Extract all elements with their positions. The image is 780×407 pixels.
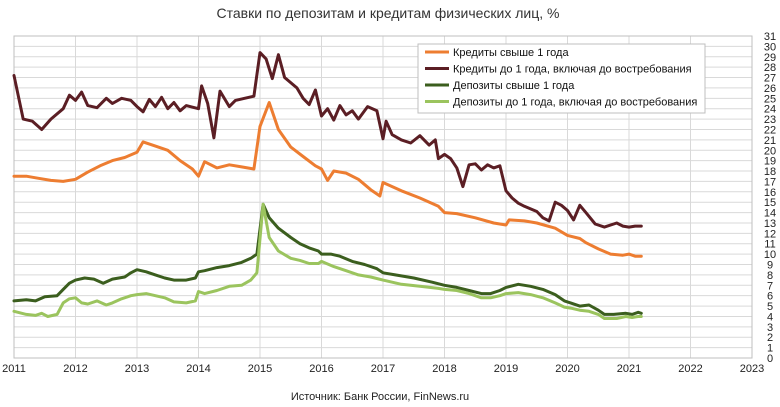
y-tick-label: 7 — [767, 280, 773, 292]
x-tick-label: 2018 — [432, 363, 456, 375]
y-tick-label: 0 — [767, 353, 773, 365]
y-tick-label: 8 — [767, 270, 773, 282]
x-tick-label: 2013 — [125, 363, 149, 375]
y-tick-label: 16 — [764, 187, 776, 199]
chart-title: Ставки по депозитам и кредитам физически… — [216, 5, 559, 21]
y-tick-label: 10 — [764, 249, 776, 261]
y-tick-label: 31 — [764, 31, 776, 43]
y-tick-label: 21 — [764, 135, 776, 147]
y-tick-label: 2 — [767, 332, 773, 344]
x-tick-label: 2022 — [678, 363, 702, 375]
y-tick-label: 5 — [767, 301, 773, 313]
y-tick-label: 17 — [764, 176, 776, 188]
y-tick-label: 24 — [764, 104, 776, 116]
y-tick-label: 27 — [764, 73, 776, 85]
y-tick-label: 14 — [764, 208, 776, 220]
series-lines — [12, 51, 643, 320]
y-tick-label: 15 — [764, 197, 776, 209]
y-tick-label: 20 — [764, 145, 776, 157]
y-tick-label: 25 — [764, 93, 776, 105]
y-tick-label: 29 — [764, 52, 776, 64]
y-tick-label: 12 — [764, 228, 776, 240]
x-tick-label: 2023 — [740, 363, 764, 375]
y-tick-label: 30 — [764, 41, 776, 53]
legend-label: Кредиты свыше 1 года — [453, 47, 569, 59]
series-line-3 — [12, 202, 643, 316]
y-tick-label: 26 — [764, 83, 776, 95]
y-tick-label: 18 — [764, 166, 776, 178]
series-line-2 — [12, 51, 643, 229]
x-tick-label: 2019 — [494, 363, 518, 375]
y-tick-label: 9 — [767, 260, 773, 272]
y-tick-label: 13 — [764, 218, 776, 230]
y-tick-label: 4 — [767, 311, 773, 323]
legend-label: Кредиты до 1 года, включая до востребова… — [453, 64, 692, 76]
plot-frame — [13, 35, 753, 359]
x-tick-label: 2016 — [309, 363, 333, 375]
axes: 0123456789101112131415161718192021222324… — [2, 31, 776, 375]
x-tick-label: 2017 — [371, 363, 395, 375]
y-tick-label: 22 — [764, 124, 776, 136]
x-tick-label: 2014 — [186, 363, 210, 375]
legend-label: Депозиты свыше 1 года — [453, 80, 575, 92]
y-tick-label: 23 — [764, 114, 776, 126]
y-tick-label: 3 — [767, 322, 773, 334]
y-tick-label: 1 — [767, 343, 773, 355]
gridlines — [13, 35, 753, 359]
legend-label: Депозиты до 1 года, включая до востребов… — [453, 97, 697, 109]
y-tick-label: 11 — [764, 239, 775, 251]
x-tick-label: 2012 — [63, 363, 87, 375]
x-tick-label: 2020 — [555, 363, 579, 375]
y-tick-label: 19 — [764, 156, 776, 168]
source-note: Источник: Банк России, FinNews.ru — [291, 391, 469, 403]
y-tick-label: 28 — [764, 62, 776, 74]
x-tick-label: 2015 — [248, 363, 272, 375]
series-line-4 — [12, 202, 643, 320]
x-tick-label: 2011 — [2, 363, 26, 375]
legend-box — [417, 43, 706, 114]
y-tick-label: 6 — [767, 291, 773, 303]
legend: Кредиты свыше 1 года Кредиты до 1 года, в… — [417, 43, 706, 114]
series-line-1 — [12, 101, 643, 258]
x-tick-label: 2021 — [617, 363, 641, 375]
